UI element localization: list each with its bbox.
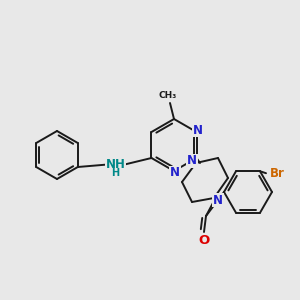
Text: H: H	[112, 169, 120, 178]
Text: N: N	[170, 167, 180, 179]
Text: NH: NH	[106, 158, 126, 171]
Text: O: O	[198, 233, 210, 247]
Text: CH₃: CH₃	[159, 91, 177, 100]
Text: Br: Br	[270, 167, 284, 180]
Text: N: N	[193, 124, 202, 136]
Text: N: N	[213, 194, 223, 206]
Text: N: N	[187, 154, 197, 167]
